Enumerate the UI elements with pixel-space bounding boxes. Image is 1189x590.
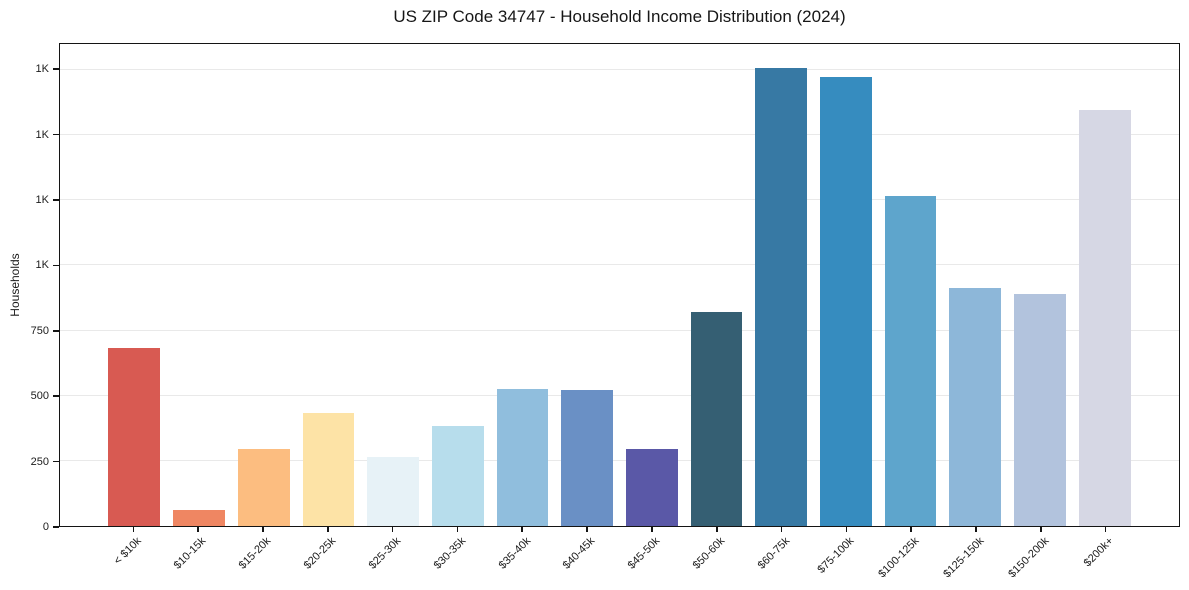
gridline <box>60 134 1179 136</box>
bar <box>625 449 678 526</box>
x-tick-label: $200k+ <box>1081 535 1117 570</box>
plot-area <box>59 43 1180 527</box>
x-tick-mark <box>715 527 718 532</box>
bar-slot <box>749 44 814 526</box>
y-tick-label: 1K <box>35 259 49 272</box>
gridline <box>60 329 1179 331</box>
x-tick-mark <box>975 527 977 532</box>
bar-slot <box>102 44 167 526</box>
x-tick-label: $20-25k <box>301 535 339 572</box>
x-tick-mark <box>586 527 588 532</box>
x-tick-mark <box>456 527 459 532</box>
bar <box>367 456 419 526</box>
x-tick-label: $15-20k <box>236 535 274 572</box>
y-tick-mark <box>53 264 59 267</box>
x-tick-mark <box>327 527 329 532</box>
gridline <box>60 394 1179 396</box>
y-tick-label: 1K <box>35 128 49 141</box>
x-tick-mark <box>1039 527 1042 532</box>
x-tick-mark <box>262 527 264 532</box>
bar <box>173 509 225 526</box>
bar-slot <box>425 44 490 526</box>
y-tick-label: 500 <box>30 390 49 403</box>
x-tick-mark <box>1104 527 1107 532</box>
x-tick-label: $25-30k <box>366 535 404 572</box>
bar-slot <box>231 44 296 526</box>
x-tick-mark <box>845 527 848 532</box>
bar <box>755 68 808 526</box>
bar <box>820 77 872 526</box>
bar-slot <box>684 44 749 526</box>
x-tick-mark <box>910 527 912 532</box>
x-tick-label: $50-60k <box>690 535 728 572</box>
x-tick-label: < $10k <box>111 535 144 568</box>
x-tick-label: $10-15k <box>172 535 209 572</box>
x-tick-label: $40-45k <box>560 535 598 572</box>
x-tick-label: $35-40k <box>496 535 533 572</box>
bar-slot <box>943 44 1008 526</box>
y-tick-label: 1K <box>35 193 49 206</box>
bar-slot <box>1072 44 1137 526</box>
y-tick-mark <box>53 526 59 528</box>
y-tick-mark <box>53 133 59 136</box>
bar-slot <box>167 44 232 526</box>
x-tick-mark <box>521 527 524 532</box>
x-tick-label: $60-75k <box>755 535 793 572</box>
x-tick-mark <box>651 527 653 532</box>
bars-layer <box>60 44 1179 526</box>
x-tick-mark <box>391 527 394 532</box>
x-tick-label: $100-125k <box>876 535 922 581</box>
gridline <box>60 264 1179 266</box>
gridline <box>60 459 1179 461</box>
gridline <box>60 69 1179 71</box>
y-tick-label: 250 <box>30 455 49 468</box>
y-tick-label: 750 <box>30 324 49 337</box>
bar <box>1078 110 1131 526</box>
bar <box>108 348 161 526</box>
bar-slot <box>555 44 620 526</box>
bar <box>690 311 743 526</box>
bar <box>496 388 549 526</box>
y-tick-mark <box>53 329 59 332</box>
y-tick-label: 0 <box>42 521 49 533</box>
bar-slot <box>878 44 943 526</box>
bar-slot <box>296 44 361 526</box>
x-tick-label: $75-100k <box>815 535 857 576</box>
x-tick-mark <box>197 527 199 532</box>
bar <box>884 196 937 526</box>
y-tick-mark <box>53 395 59 397</box>
x-tick-label: $150-200k <box>1006 535 1052 581</box>
gridline <box>60 199 1179 201</box>
x-tick-mark <box>132 527 135 532</box>
x-tick-label: $125-150k <box>941 535 987 581</box>
bar-slot <box>361 44 426 526</box>
bar <box>561 390 614 526</box>
x-tick-label: $45-50k <box>625 535 663 572</box>
x-tick-label: $30-35k <box>431 535 468 572</box>
bar-slot <box>1008 44 1073 526</box>
y-tick-mark <box>53 199 59 201</box>
bar-slot <box>620 44 685 526</box>
chart-title: US ZIP Code 34747 - Household Income Dis… <box>393 7 846 26</box>
y-tick-label: 1K <box>35 63 49 76</box>
bar <box>431 426 484 526</box>
bar <box>302 413 355 526</box>
bar-slot <box>490 44 555 526</box>
x-tick-mark <box>780 527 783 532</box>
bar <box>237 449 290 526</box>
y-tick-mark <box>53 460 59 463</box>
bar-slot <box>814 44 879 526</box>
bar <box>949 287 1002 526</box>
y-tick-mark <box>53 68 59 70</box>
bar <box>1014 294 1066 526</box>
